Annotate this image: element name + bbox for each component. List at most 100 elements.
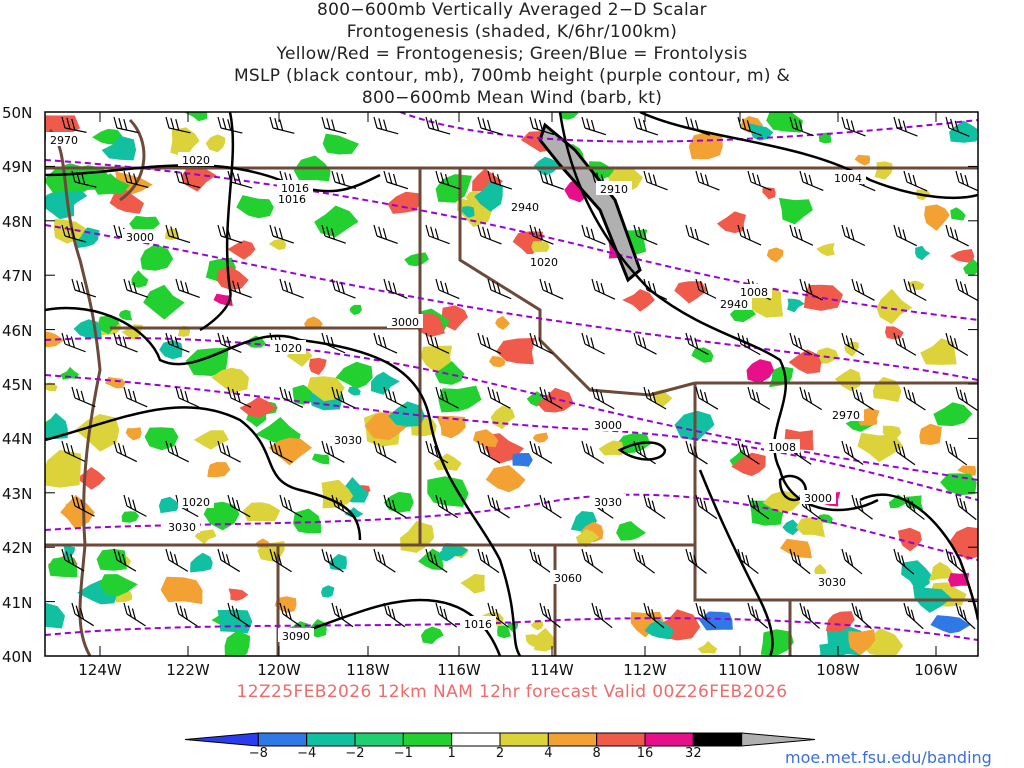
- shade-blob: [417, 312, 445, 338]
- wind-barb: [425, 224, 450, 245]
- wind-barb: [789, 224, 814, 246]
- colorbar-label: −4: [297, 746, 317, 761]
- wind-barb: [477, 332, 502, 355]
- wind-barb: [789, 548, 811, 575]
- wind-barb: [633, 548, 655, 574]
- shade-blob: [460, 573, 485, 594]
- shade-blob: [950, 249, 975, 264]
- colorbar-label: −1: [393, 746, 413, 761]
- wind-barb: [113, 116, 139, 134]
- wind-barb: [789, 332, 813, 356]
- shade-blob: [131, 270, 149, 288]
- wind-barb: [331, 170, 357, 189]
- contour-label-bg: [526, 254, 562, 268]
- mslp-contour: [199, 112, 235, 332]
- wind-barb: [851, 494, 873, 520]
- shade-blob: [227, 240, 256, 260]
- wind-barb: [113, 332, 138, 353]
- axis-ticks: [45, 111, 978, 657]
- wind-barb: [71, 386, 96, 408]
- wind-barb: [539, 170, 564, 190]
- shade-blob: [63, 546, 75, 559]
- wind-barb: [903, 602, 924, 630]
- wind-barb: [903, 386, 926, 411]
- wind-barb: [435, 386, 459, 409]
- height-contours: [45, 112, 978, 641]
- shade-blob: [92, 173, 130, 195]
- contour-label-bg: [270, 340, 306, 354]
- wind-barb: [321, 224, 346, 244]
- wind-barb: [217, 440, 241, 463]
- forecast-subtitle: 12Z25FEB2026 12km NAM 12hr forecast Vali…: [236, 682, 788, 702]
- wind-barb: [71, 494, 95, 517]
- wind-barb: [695, 386, 719, 410]
- contour-label: 3030: [594, 496, 622, 509]
- wind-barb: [71, 602, 94, 627]
- wind-barb: [747, 602, 769, 629]
- shade-blob: [349, 304, 362, 315]
- lat-label: 41N: [2, 593, 33, 612]
- shade-blob: [861, 628, 904, 656]
- shade-blob: [109, 189, 144, 214]
- wind-barb: [321, 440, 345, 463]
- shade-blob: [532, 432, 549, 443]
- wind-barb: [61, 224, 87, 243]
- wind-barb: [331, 386, 356, 409]
- wind-barb: [123, 602, 146, 627]
- shade-blob: [531, 241, 550, 253]
- wind-barb: [643, 278, 668, 300]
- wind-barb: [425, 440, 449, 464]
- shade-blob: [731, 452, 766, 477]
- wind-barbs: [61, 116, 978, 630]
- wind-barb: [841, 116, 866, 137]
- shade-blob: [60, 495, 95, 530]
- shade-blob: [598, 440, 624, 456]
- wind-barb: [331, 278, 356, 299]
- shade-blob: [125, 427, 142, 441]
- shade-blob: [814, 563, 827, 575]
- wind-barb: [425, 548, 448, 573]
- wind-barb: [737, 224, 762, 246]
- wind-barb: [633, 116, 659, 136]
- wind-barb: [269, 224, 295, 244]
- wind-barb: [529, 548, 552, 574]
- colorbar-label: −8: [248, 746, 268, 761]
- shade-blob: [760, 629, 794, 656]
- lon-label: 108W: [816, 661, 860, 679]
- shade-blob: [436, 416, 466, 439]
- contour-label: 1004: [834, 172, 862, 185]
- colorbar-swatch: [644, 732, 694, 747]
- shade-blob: [216, 265, 249, 290]
- shade-blob: [815, 347, 839, 364]
- title-line-4: MSLP (black contour, mb), 700mb height (…: [233, 66, 791, 86]
- shade-blob: [321, 479, 354, 509]
- contour-label-bg: [460, 616, 496, 630]
- lat-label: 48N: [2, 212, 33, 231]
- height-contour: [45, 159, 978, 321]
- shade-blob: [834, 368, 861, 392]
- contour-label-bg: [164, 519, 200, 533]
- contour-label-bg: [800, 490, 836, 504]
- height-contour: [45, 337, 978, 481]
- shade-blob: [144, 427, 179, 451]
- wind-barb: [945, 224, 969, 247]
- shade-blob: [495, 316, 510, 330]
- shade-blob: [876, 288, 913, 325]
- credit-link[interactable]: moe.met.fsu.edu/banding: [785, 748, 992, 767]
- wind-barb: [487, 494, 510, 519]
- wind-barb: [893, 116, 918, 137]
- wind-barb: [123, 170, 149, 189]
- shade-blob: [99, 574, 138, 597]
- shade-blob: [489, 356, 506, 368]
- shade-blob: [236, 195, 274, 219]
- wind-barb: [945, 548, 967, 575]
- contour-label-bg: [764, 439, 800, 453]
- shade-blob: [160, 576, 203, 605]
- shade-blob: [118, 309, 133, 321]
- shade-blob: [121, 511, 139, 523]
- shade-blob: [778, 197, 813, 225]
- wind-barb: [61, 548, 85, 572]
- wind-barb: [685, 224, 710, 246]
- colorbar-label: 1: [447, 746, 456, 761]
- wind-barb: [373, 224, 398, 245]
